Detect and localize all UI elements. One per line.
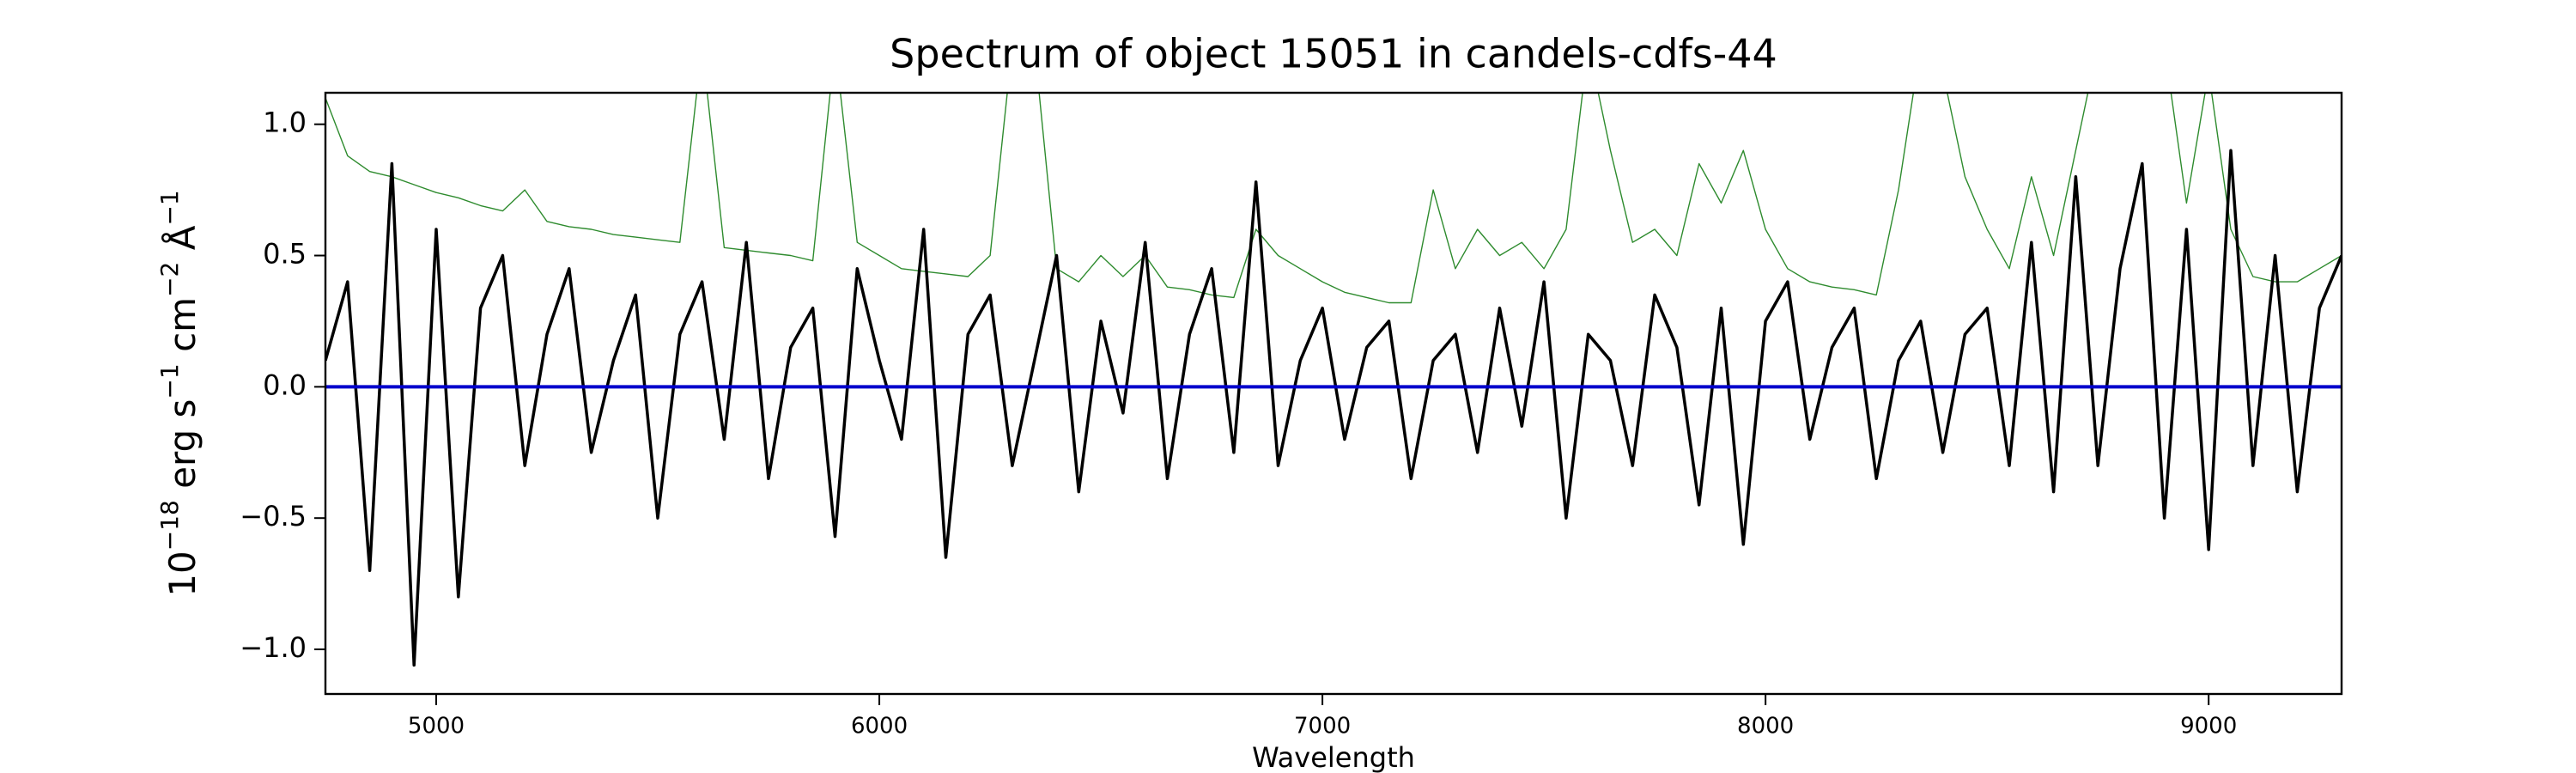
spectrum-line bbox=[325, 93, 2342, 304]
x-tick-label: 7000 bbox=[1294, 714, 1351, 740]
x-tick-label: 5000 bbox=[408, 714, 465, 740]
y-tick-label: 0.5 bbox=[263, 238, 307, 271]
y-label-sup: −1 bbox=[155, 190, 184, 225]
y-tick-label: 1.0 bbox=[263, 107, 307, 139]
y-label-part: erg s bbox=[161, 399, 204, 501]
x-tick-label: 6000 bbox=[851, 714, 908, 740]
y-label-sup: −2 bbox=[155, 262, 184, 297]
chart-title: Spectrum of object 15051 in candels-cdfs… bbox=[890, 31, 1777, 77]
y-label-part: cm bbox=[161, 297, 204, 363]
y-label-sup: −1 bbox=[155, 363, 184, 399]
y-axis-label: 10−18 erg s−1 cm−2 Å−1 bbox=[155, 190, 204, 596]
y-label-part: Å bbox=[161, 225, 204, 261]
x-axis-label: Wavelength bbox=[1252, 741, 1415, 773]
y-tick-label: −1.0 bbox=[240, 631, 307, 664]
y-label-sup: −18 bbox=[155, 500, 184, 551]
spectrum-line bbox=[325, 149, 2342, 667]
y-tick-label: 0.0 bbox=[263, 368, 307, 401]
y-tick-label: −0.5 bbox=[240, 500, 307, 533]
x-tick-label: 9000 bbox=[2180, 714, 2237, 740]
y-label-part: 10 bbox=[161, 551, 204, 596]
plot-area bbox=[325, 93, 2342, 667]
axes-frame bbox=[324, 91, 2343, 696]
x-tick-label: 8000 bbox=[1737, 714, 1794, 740]
